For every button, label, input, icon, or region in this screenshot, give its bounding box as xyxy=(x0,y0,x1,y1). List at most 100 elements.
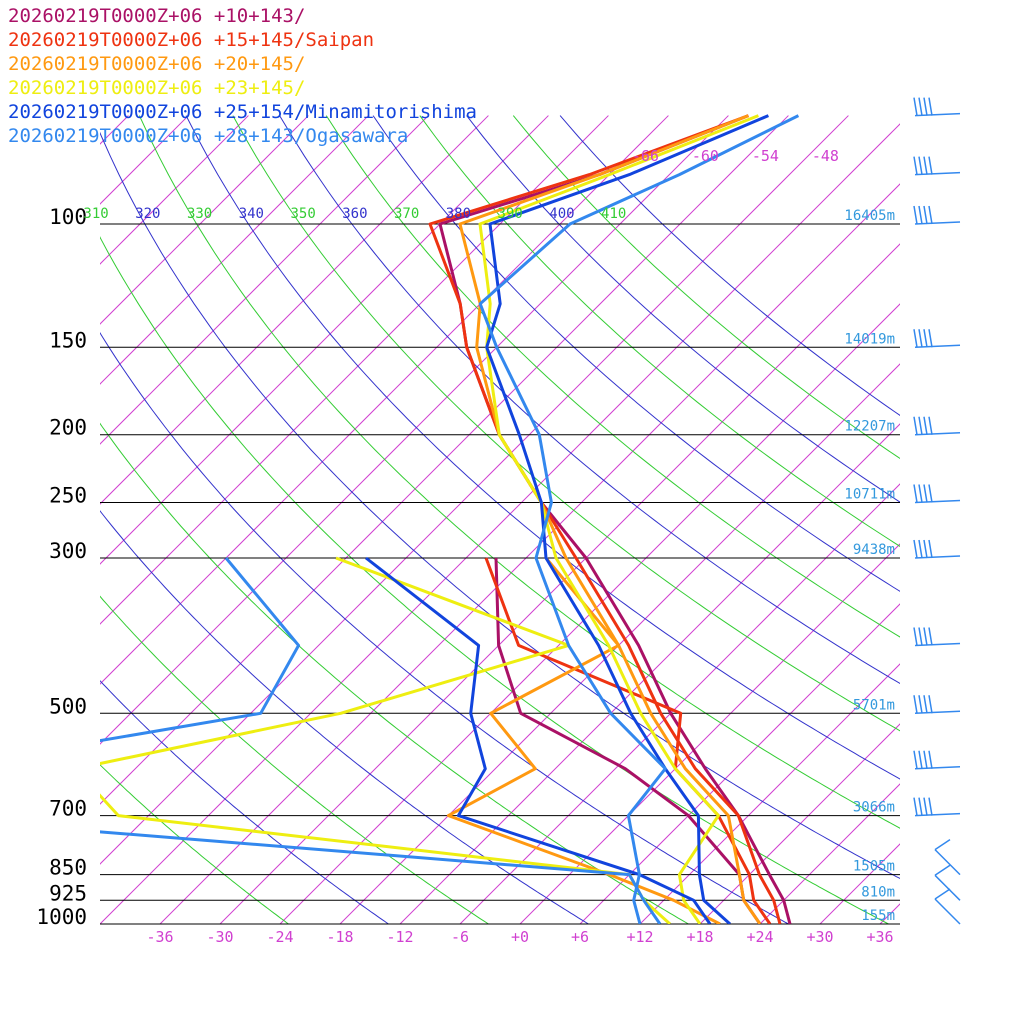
wind-barb xyxy=(928,627,933,646)
wind-barb xyxy=(918,484,923,503)
temperature-tick-label: +0 xyxy=(511,928,529,946)
wind-barb xyxy=(934,898,961,925)
pressure-label: 925 xyxy=(49,881,87,905)
isotherm-label: -54 xyxy=(752,147,779,165)
temperature-tick-label: +36 xyxy=(866,928,893,946)
height-label: 16405m xyxy=(844,208,895,224)
wind-barb xyxy=(923,797,928,816)
isotherm-line xyxy=(519,543,900,924)
series-temperature-line xyxy=(438,114,792,924)
isotherm-labels: -66 -60 -54 -48 xyxy=(632,147,839,165)
adiabat-line xyxy=(232,115,900,732)
pressure-lines xyxy=(100,223,900,925)
wind-barb xyxy=(928,539,933,559)
wind-barb xyxy=(918,329,923,348)
wind-barb xyxy=(923,627,928,646)
temperature-tick-label: +12 xyxy=(626,928,653,946)
temperature-tick-label: +24 xyxy=(746,928,773,946)
adiabat-line xyxy=(325,115,900,638)
theta-label: 320 xyxy=(135,206,160,222)
isotherm-line xyxy=(579,603,900,924)
wind-barb xyxy=(928,484,933,503)
wind-barb xyxy=(923,539,928,559)
wind-barb xyxy=(928,750,933,769)
isotherm-line xyxy=(100,115,549,565)
wind-barb xyxy=(913,416,918,435)
adiabat-line xyxy=(279,115,900,685)
isotherm-line xyxy=(879,903,900,924)
legend-item: 20260219T0000Z+06 +23+145/ xyxy=(8,77,305,99)
wind-barb xyxy=(918,627,923,646)
isotherm-line xyxy=(639,663,900,924)
wind-barb xyxy=(928,797,933,816)
adiabat-line xyxy=(100,510,589,924)
isotherm-line xyxy=(219,243,900,924)
wind-barb xyxy=(928,695,933,714)
height-label: 155m xyxy=(861,908,895,924)
height-label: 3066m xyxy=(853,800,895,816)
legend-item: 20260219T0000Z+06 +28+143/Ogasawara xyxy=(8,125,408,147)
wind-barb xyxy=(918,97,923,116)
adiabat-line xyxy=(100,236,889,924)
wind-barb xyxy=(913,797,918,816)
theta-label: 390 xyxy=(498,206,523,222)
height-label: 9438m xyxy=(853,542,895,558)
legend: 20260219T0000Z+06 +10+143/20260219T0000Z… xyxy=(8,5,477,147)
isotherm-line xyxy=(100,123,900,924)
wind-barb xyxy=(918,205,923,225)
wind-barb xyxy=(913,156,918,175)
adiabat-line xyxy=(559,115,900,416)
adiabat-line xyxy=(185,115,900,780)
height-label: 810m xyxy=(861,884,895,900)
temperature-tick-label: -12 xyxy=(386,928,413,946)
wind-barb xyxy=(923,750,928,769)
pressure-label: 700 xyxy=(49,797,87,821)
temperature-tick-label: -30 xyxy=(206,928,233,946)
wind-barb xyxy=(913,627,918,646)
isotherm-line xyxy=(100,115,429,445)
isotherm-line xyxy=(100,115,849,865)
series-dewpoint-line xyxy=(365,556,712,924)
temperature-tick-label: -24 xyxy=(266,928,293,946)
height-label: 5701m xyxy=(853,697,895,713)
wind-barb xyxy=(918,750,923,769)
wind-barb xyxy=(934,849,961,876)
theta-label: 350 xyxy=(290,206,315,222)
wind-barb xyxy=(913,539,918,559)
isotherm-line xyxy=(100,115,669,685)
wind-barb xyxy=(918,416,923,435)
isotherm-label: -48 xyxy=(812,147,839,165)
legend-item: 20260219T0000Z+06 +15+145/Saipan xyxy=(8,29,374,51)
wind-barb xyxy=(928,416,933,435)
pressure-label: 250 xyxy=(49,484,87,508)
wind-barb xyxy=(918,539,923,559)
theta-label: 340 xyxy=(239,206,264,222)
isotherm-line xyxy=(100,115,369,385)
pressure-label: 850 xyxy=(49,856,87,880)
wind-barb xyxy=(918,797,923,816)
isotherm-line xyxy=(100,115,789,805)
wind-barb xyxy=(934,864,951,876)
isotherm-line xyxy=(279,303,900,924)
theta-label: 380 xyxy=(446,206,471,222)
series-dewpoint-line xyxy=(484,557,772,924)
wind-barb xyxy=(913,329,918,348)
wind-barb xyxy=(913,205,918,225)
adiabat-line xyxy=(138,115,900,829)
theta-label: 400 xyxy=(549,206,574,222)
theta-label: 410 xyxy=(601,206,626,222)
sounding-series xyxy=(100,114,800,924)
series-dewpoint-line xyxy=(494,557,762,924)
height-labels: 16405m 14019m 12207m 10711m 9438m 5701m 3066m 1… xyxy=(844,208,895,924)
adiabat-line xyxy=(100,680,389,924)
height-label: 12207m xyxy=(844,419,895,435)
wind-barb xyxy=(928,97,933,116)
series-temperature-line xyxy=(485,114,769,924)
isotherm-line xyxy=(159,183,900,924)
wind-barb xyxy=(928,156,933,175)
isotherm-line xyxy=(100,115,609,625)
wind-barbs xyxy=(913,97,961,925)
pressure-label: 300 xyxy=(49,539,87,563)
